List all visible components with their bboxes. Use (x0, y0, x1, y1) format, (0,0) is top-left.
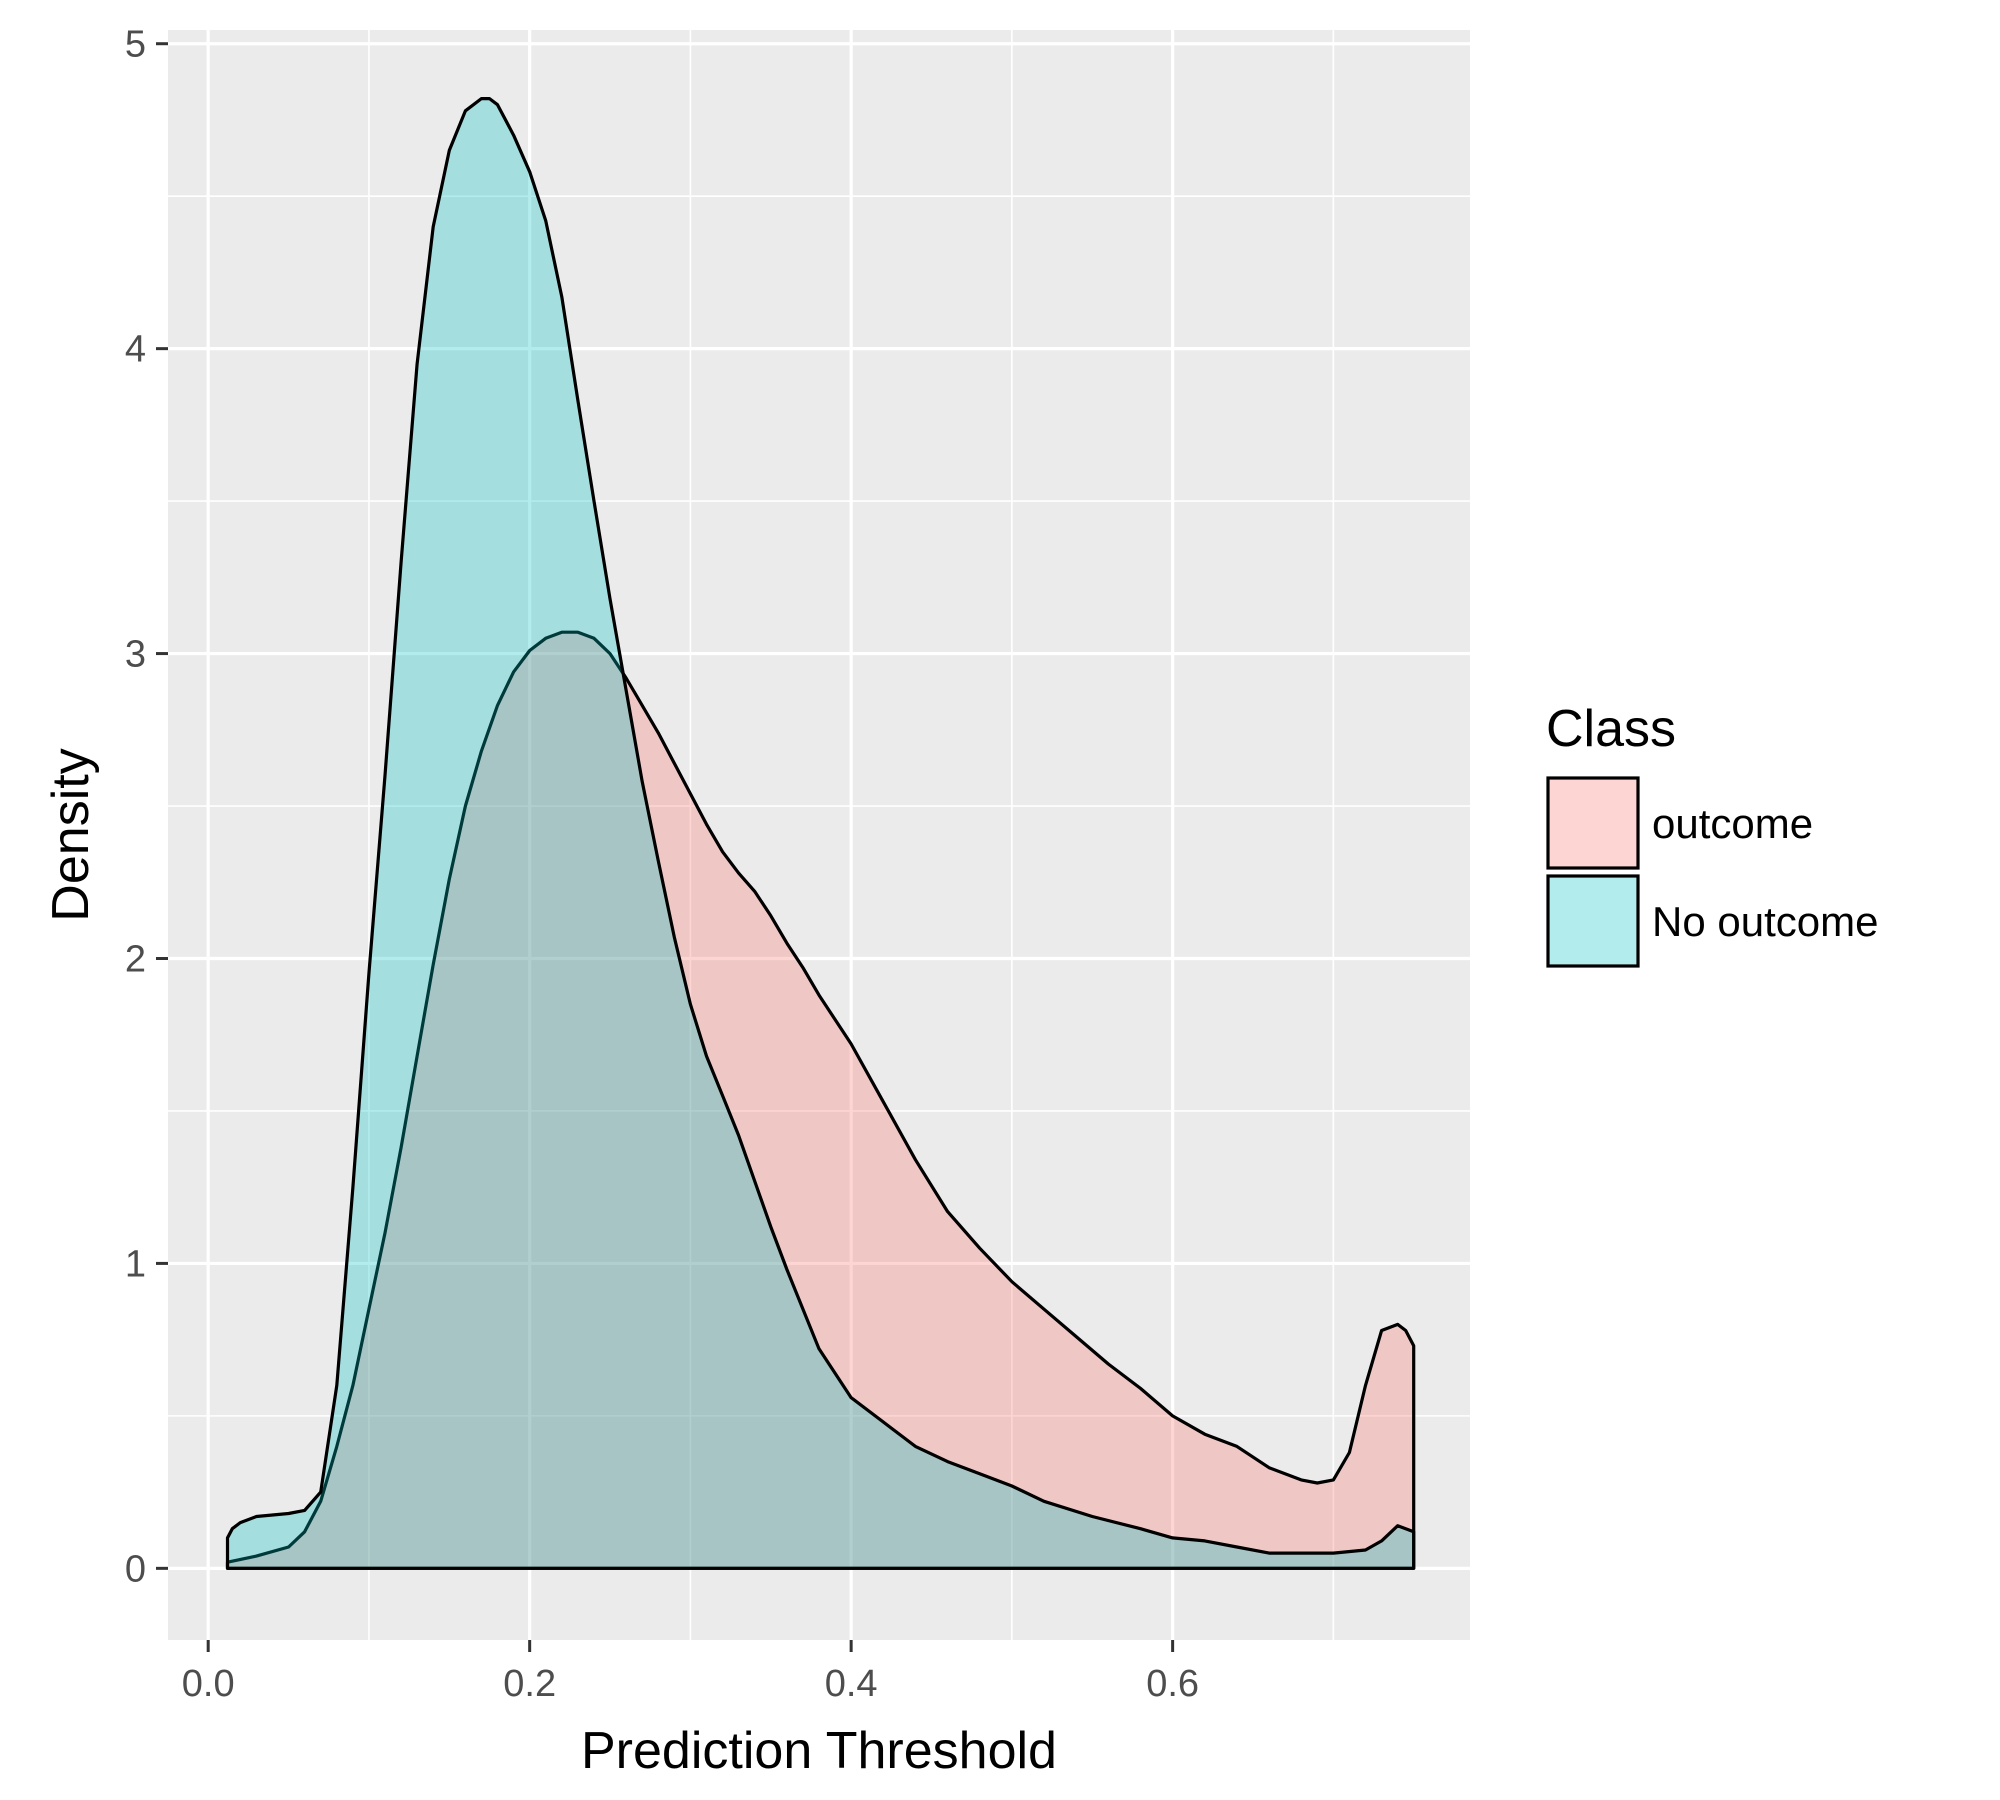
legend-title: Class (1546, 700, 1676, 758)
x-tick-label: 0.6 (1146, 1663, 1199, 1705)
legend-label-2: No outcome (1652, 898, 1878, 945)
plot-panel (168, 30, 1470, 1640)
legend-key-1 (1546, 776, 1640, 870)
y-tick-label: 1 (125, 1243, 146, 1285)
y-tick-label: 0 (125, 1548, 146, 1590)
y-axis-title: Density (42, 748, 100, 921)
y-tick-label: 5 (125, 24, 146, 66)
x-axis: 0.0 0.2 0.4 0.6 (182, 1640, 1199, 1705)
x-axis-title: Prediction Threshold (581, 1722, 1057, 1780)
y-axis: 0 1 2 3 4 5 (125, 24, 168, 1590)
legend-key-2 (1546, 874, 1640, 968)
legend-label-1: outcome (1652, 800, 1813, 847)
legend: Class outcome No outcome (1546, 700, 1878, 968)
density-areas (225, 97, 1416, 1570)
density-area-2 (225, 97, 1416, 1570)
y-tick-label: 4 (125, 329, 146, 371)
x-tick-label: 0.4 (825, 1663, 878, 1705)
density-area-1 (225, 630, 1416, 1570)
y-tick-label: 2 (125, 938, 146, 980)
x-tick-label: 0.0 (182, 1663, 235, 1705)
minor-gridlines (168, 30, 1470, 1640)
x-tick-label: 0.2 (503, 1663, 556, 1705)
y-tick-label: 3 (125, 634, 146, 676)
